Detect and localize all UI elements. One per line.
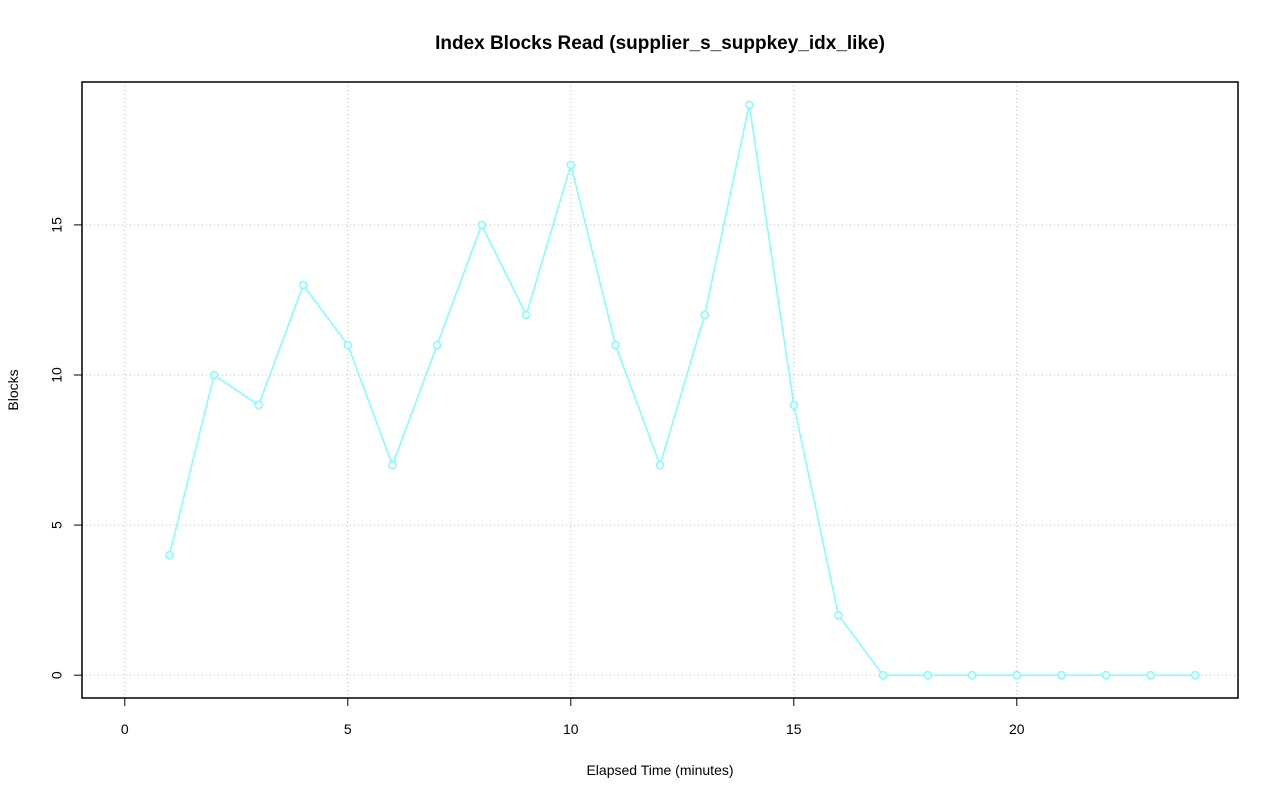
data-point — [878, 670, 888, 680]
data-point — [432, 340, 442, 350]
x-tick-label: 15 — [786, 721, 802, 737]
y-tick-label: 15 — [49, 217, 65, 233]
data-point — [789, 400, 799, 410]
x-axis-label: Elapsed Time (minutes) — [586, 762, 733, 778]
data-point — [388, 460, 397, 470]
data-point — [923, 670, 932, 680]
data-point — [477, 220, 486, 230]
x-tick-label: 5 — [344, 721, 352, 737]
data-point — [209, 370, 219, 380]
x-tick-label: 10 — [563, 721, 579, 737]
data-point — [1101, 670, 1111, 680]
data-point — [1012, 670, 1022, 680]
y-tick-label: 0 — [49, 671, 65, 679]
x-tick-label: 0 — [121, 721, 129, 737]
data-point — [298, 280, 308, 290]
chart-title: Index Blocks Read (supplier_s_suppkey_id… — [435, 33, 885, 54]
data-point — [834, 610, 843, 620]
data-point — [1146, 670, 1155, 680]
data-point — [1190, 670, 1200, 680]
data-point — [343, 340, 353, 350]
data-line — [168, 104, 1196, 676]
data-point — [655, 460, 665, 470]
x-tick-label: 20 — [1009, 721, 1025, 737]
data-point — [521, 310, 531, 320]
y-tick-label: 10 — [49, 367, 65, 383]
data-point — [744, 100, 754, 110]
plot-frame — [81, 81, 1239, 699]
data-point — [1057, 670, 1066, 680]
data-point — [700, 310, 709, 320]
y-tick-label: 5 — [49, 521, 65, 529]
data-point — [254, 400, 263, 410]
y-axis-label: Blocks — [5, 369, 21, 410]
data-point — [165, 550, 174, 560]
data-point — [611, 340, 620, 350]
data-point — [967, 670, 977, 680]
data-point — [566, 160, 576, 170]
